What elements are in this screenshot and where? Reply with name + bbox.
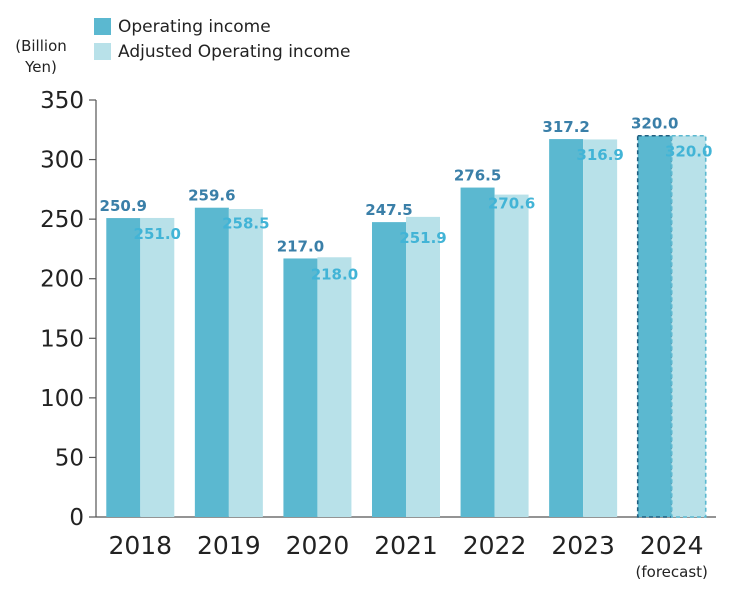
- data-label-adjusted-operating-income-2022: 270.6: [488, 195, 535, 213]
- y-tick-label: 200: [40, 267, 84, 293]
- legend-item-operating-income: Operating income: [94, 14, 350, 39]
- legend-label-operating-income: Operating income: [118, 16, 271, 37]
- legend-swatch-adjusted-operating-income: [94, 43, 111, 60]
- y-tick-label: 0: [69, 505, 84, 531]
- x-tick-label-2019: 2019: [197, 531, 261, 560]
- bar-adjusted-operating-income-2021: [406, 216, 440, 517]
- data-label-operating-income-2024: 320.0: [631, 115, 678, 133]
- bar-operating-income-2022: [460, 187, 495, 517]
- bar-adjusted-operating-income-2024: [670, 134, 707, 518]
- y-tick-label: 100: [40, 386, 84, 412]
- y-axis-unit-label: (Billion Yen): [6, 36, 76, 78]
- y-tick-label: 50: [55, 445, 84, 471]
- data-label-operating-income-2023: 317.2: [542, 118, 589, 136]
- bar-adjusted-operating-income-2022: [494, 194, 529, 517]
- data-label-adjusted-operating-income-2023: 316.9: [576, 146, 623, 164]
- y-tick-label: 300: [40, 148, 84, 174]
- x-tick-label-2020: 2020: [286, 531, 350, 560]
- x-tick-label-2018: 2018: [108, 531, 172, 560]
- data-label-operating-income-2019: 259.6: [188, 187, 235, 205]
- data-label-operating-income-2022: 276.5: [454, 167, 501, 185]
- bar-operating-income-2019: [194, 207, 229, 517]
- legend-item-adjusted-operating-income: Adjusted Operating income: [94, 39, 350, 64]
- y-axis-unit-line2: Yen): [25, 58, 57, 76]
- legend-label-adjusted-operating-income: Adjusted Operating income: [118, 41, 351, 62]
- data-label-adjusted-operating-income-2021: 251.9: [399, 229, 446, 247]
- bar-operating-income-2021: [372, 222, 406, 517]
- data-label-adjusted-operating-income-2024: 320.0: [665, 143, 712, 161]
- data-label-adjusted-operating-income-2020: 218.0: [311, 265, 358, 283]
- bar-operating-income-2023: [549, 139, 584, 517]
- bar-adjusted-operating-income-2020: [317, 257, 352, 517]
- bar-adjusted-operating-income-2023: [583, 139, 618, 517]
- legend-swatch-operating-income: [94, 18, 111, 35]
- data-label-operating-income-2020: 217.0: [277, 237, 324, 255]
- x-tick-label-2024: 2024: [640, 531, 704, 560]
- x-tick-sublabel-2024: (forecast): [636, 563, 708, 581]
- y-tick-label: 250: [40, 207, 84, 233]
- y-axis-unit-line1: (Billion: [15, 37, 67, 55]
- y-tick-label: 350: [40, 88, 84, 114]
- y-tick-label: 150: [40, 326, 84, 352]
- x-tick-label-2021: 2021: [374, 531, 438, 560]
- bar-adjusted-operating-income-2019: [228, 209, 263, 517]
- data-label-adjusted-operating-income-2019: 258.5: [222, 215, 269, 233]
- x-tick-label-2022: 2022: [463, 531, 527, 560]
- data-label-operating-income-2021: 247.5: [365, 201, 412, 219]
- bar-operating-income-2020: [283, 258, 318, 517]
- bar-adjusted-operating-income-2018: [140, 217, 175, 518]
- x-tick-label-2023: 2023: [551, 531, 615, 560]
- data-label-adjusted-operating-income-2018: 251.0: [134, 225, 181, 243]
- data-label-operating-income-2018: 250.9: [100, 197, 147, 215]
- legend: Operating income Adjusted Operating inco…: [94, 14, 350, 64]
- bar-operating-income-2018: [106, 218, 141, 518]
- bar-operating-income-2024: [636, 134, 673, 518]
